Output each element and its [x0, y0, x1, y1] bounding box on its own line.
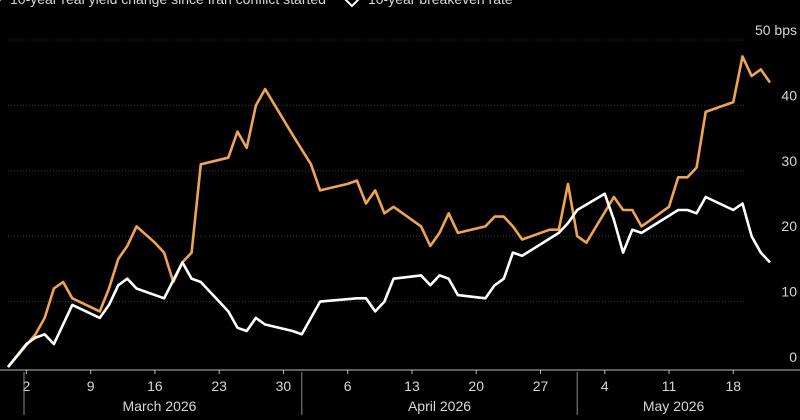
- x-tick-label: 23: [211, 378, 227, 394]
- x-tick-label: 2: [22, 378, 30, 394]
- series-line: [7, 55, 772, 368]
- x-tick-label: 6: [344, 378, 352, 394]
- x-tick-label: 13: [404, 378, 420, 394]
- legend-label: 10-year breakeven rate: [368, 0, 513, 7]
- y-tick-label: 20: [781, 218, 797, 234]
- series-lines: [6, 55, 772, 368]
- y-tick-label: 10: [781, 284, 797, 300]
- x-tick-label: 16: [147, 378, 163, 394]
- month-label: March 2026: [123, 398, 197, 414]
- legend-diamond-icon: [344, 0, 360, 8]
- legend-item: 10-year breakeven rate: [344, 0, 513, 8]
- x-tick-label: 27: [533, 378, 549, 394]
- y-tick-label: 50 bps: [755, 22, 797, 38]
- gridlines: [8, 39, 745, 303]
- y-axis-labels: 0 10 20 30 40 50 bps: [755, 22, 797, 365]
- y-tick-label: 40: [781, 87, 797, 103]
- month-label: April 2026: [408, 398, 471, 414]
- x-tick-label: 9: [87, 378, 95, 394]
- legend-label: 10-year real yield change since Iran con…: [10, 0, 326, 7]
- x-tick-label: 20: [468, 378, 484, 394]
- x-tick-label: 18: [725, 378, 741, 394]
- x-tick-label: 11: [662, 378, 677, 394]
- legend: 10-year real yield change since Iran con…: [0, 0, 513, 8]
- x-axis: 2 9 16 23 30 6 13 20 27 4 11 18 March 2026 April 2026…: [0, 369, 800, 415]
- x-tick-label: 4: [601, 378, 609, 394]
- legend-item: 10-year real yield change since Iran con…: [0, 0, 326, 7]
- y-tick-label: 0: [789, 349, 797, 365]
- series-line: [6, 192, 771, 368]
- month-label: May 2026: [643, 398, 705, 414]
- x-tick-label: 30: [276, 378, 292, 394]
- y-tick-label: 30: [781, 153, 797, 169]
